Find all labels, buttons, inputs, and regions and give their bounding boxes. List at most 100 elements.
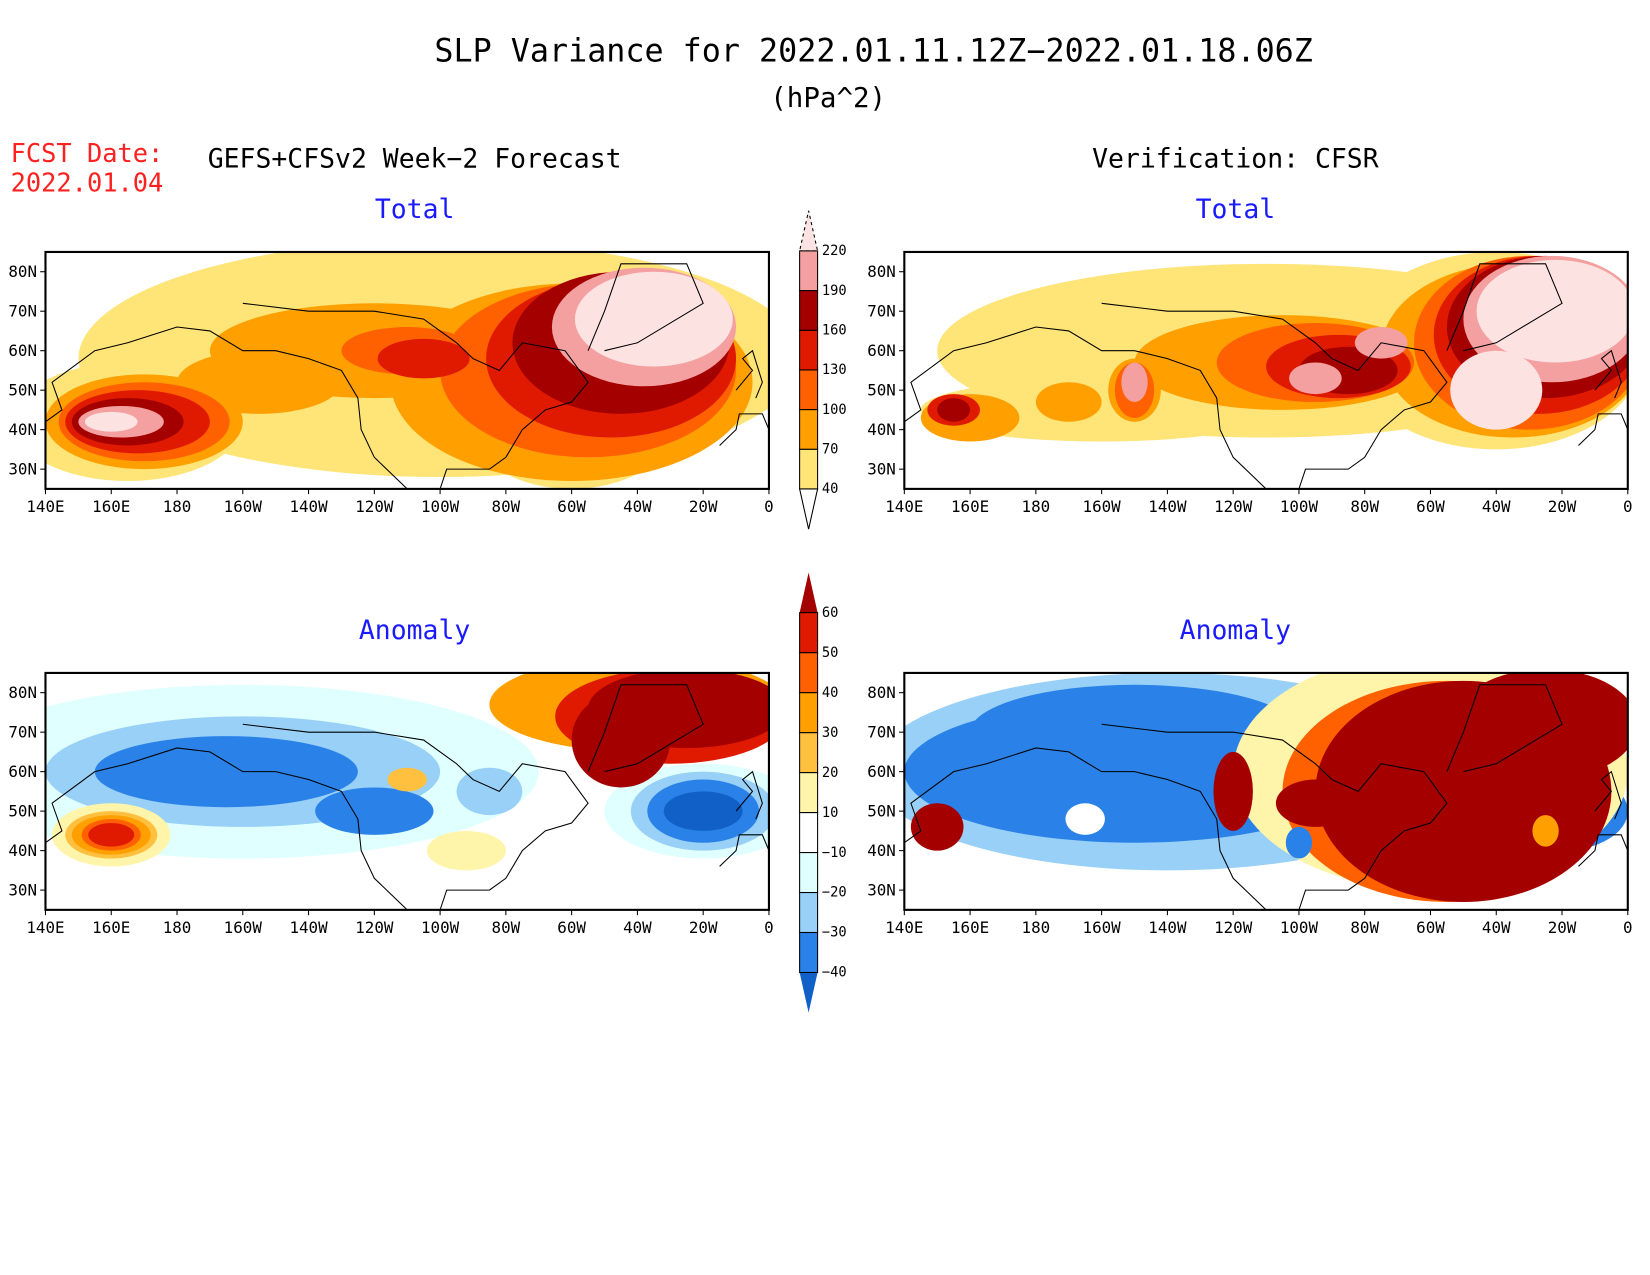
colorbar-label: −40 bbox=[822, 965, 847, 981]
x-tick-label: 0 bbox=[1623, 497, 1633, 516]
contour-region bbox=[1476, 259, 1628, 363]
anomaly-colorbar: −40 −30 −20 −10 10 20 30 40 50 60 bbox=[799, 572, 847, 1013]
colorbar-segment bbox=[799, 732, 819, 774]
x-tick-label: 80W bbox=[492, 497, 521, 516]
x-tick-label: 140W bbox=[289, 497, 328, 516]
y-tick-label: 50N bbox=[8, 801, 37, 820]
contour-region bbox=[426, 830, 506, 871]
x-tick-label: 140W bbox=[1148, 497, 1187, 516]
contour-region bbox=[937, 398, 971, 422]
y-tick-label: 60N bbox=[867, 341, 896, 360]
x-tick-label: 160W bbox=[1083, 918, 1122, 937]
contour-region bbox=[1450, 350, 1543, 430]
x-tick-label: 0 bbox=[764, 918, 774, 937]
colorbar-under-triangle bbox=[798, 488, 819, 530]
x-tick-label: 40W bbox=[623, 918, 652, 937]
x-tick-label: 160W bbox=[224, 497, 263, 516]
colorbar-segment bbox=[799, 448, 819, 490]
colorbar-segment bbox=[799, 891, 819, 934]
colorbar-segment bbox=[799, 409, 819, 450]
x-tick-label: 80W bbox=[1350, 497, 1379, 516]
coastline bbox=[1578, 413, 1628, 446]
y-tick-label: 70N bbox=[8, 722, 37, 741]
x-tick-label: 160E bbox=[92, 497, 130, 516]
x-tick-label: 100W bbox=[1280, 497, 1319, 516]
contour-region bbox=[377, 338, 470, 379]
x-tick-label: 160W bbox=[1083, 497, 1122, 516]
x-tick-label: 0 bbox=[1623, 918, 1633, 937]
colorbar-label: 40 bbox=[822, 685, 839, 701]
colorbar-label: 10 bbox=[822, 805, 839, 821]
x-tick-label: 40W bbox=[1482, 497, 1511, 516]
y-tick-label: 40N bbox=[867, 420, 896, 439]
colorbar-label: −30 bbox=[822, 925, 847, 941]
map-frame bbox=[903, 250, 1629, 490]
y-tick-label: 80N bbox=[867, 262, 896, 281]
colorbar-segment bbox=[799, 692, 819, 734]
coastline bbox=[719, 413, 769, 446]
x-tick-label: 40W bbox=[1482, 918, 1511, 937]
x-tick-label: 40W bbox=[623, 497, 652, 516]
map-panel-forecast-total: 140E 160E 180 160W 140W 120W 100W 80W 60W 40W 20W 0… bbox=[8, 250, 774, 516]
contour-region bbox=[1289, 362, 1342, 395]
x-tick-label: 160W bbox=[224, 918, 263, 937]
colorbar-label: 130 bbox=[822, 362, 847, 378]
contour-region bbox=[970, 684, 1299, 780]
x-tick-label: 20W bbox=[1548, 918, 1577, 937]
colorbar-label: 20 bbox=[822, 765, 839, 781]
colorbar-under-triangle bbox=[799, 972, 818, 1013]
contour-region bbox=[1213, 751, 1253, 831]
x-tick-label: 20W bbox=[1548, 497, 1577, 516]
colorbar-label: 30 bbox=[822, 725, 839, 741]
x-tick-label: 20W bbox=[689, 918, 718, 937]
x-tick-label: 120W bbox=[355, 918, 394, 937]
colorbar-label: 40 bbox=[822, 481, 839, 497]
contour-region bbox=[1532, 815, 1559, 847]
colorbar-over-triangle bbox=[799, 572, 818, 613]
x-tick-label: 120W bbox=[1214, 497, 1253, 516]
coastline bbox=[904, 326, 1267, 489]
units-label: (hPa^2) bbox=[770, 82, 886, 114]
colorbar-label: 50 bbox=[822, 645, 839, 661]
colorbar-label: 100 bbox=[822, 402, 847, 418]
x-tick-label: 80W bbox=[1350, 918, 1379, 937]
coastline bbox=[242, 723, 589, 910]
colorbar-segment bbox=[799, 812, 819, 854]
colorbar-segment bbox=[799, 329, 819, 371]
y-tick-label: 30N bbox=[8, 459, 37, 478]
map-frame bbox=[44, 250, 770, 490]
figure-title: SLP Variance for 2022.01.11.12Z−2022.01.… bbox=[434, 34, 1312, 70]
contour-region bbox=[177, 350, 342, 414]
contour-region bbox=[1065, 803, 1105, 835]
x-tick-label: 180 bbox=[163, 497, 192, 516]
verification-header: Verification: CFSR bbox=[1092, 143, 1379, 174]
coastline bbox=[587, 684, 704, 773]
colorbar-segment bbox=[799, 250, 819, 292]
coastline bbox=[45, 747, 408, 910]
x-tick-label: 160E bbox=[951, 918, 989, 937]
x-tick-label: 0 bbox=[764, 497, 774, 516]
y-tick-label: 50N bbox=[8, 380, 37, 399]
x-tick-label: 140E bbox=[26, 918, 64, 937]
contour-region bbox=[88, 822, 135, 847]
colorbar-segment bbox=[799, 369, 819, 411]
contour-region bbox=[1453, 672, 1628, 780]
colorbar-over-triangle bbox=[798, 210, 819, 252]
verification-anomaly-title: Anomaly bbox=[1180, 615, 1291, 646]
y-tick-label: 30N bbox=[867, 880, 896, 899]
contour-region bbox=[94, 736, 358, 808]
map-frame bbox=[903, 671, 1629, 911]
x-tick-label: 80W bbox=[492, 918, 521, 937]
x-tick-label: 180 bbox=[1022, 497, 1051, 516]
contour-region bbox=[387, 767, 427, 792]
verification-total-title: Total bbox=[1196, 194, 1276, 225]
y-tick-label: 80N bbox=[867, 683, 896, 702]
colorbar-label: 220 bbox=[822, 243, 847, 259]
x-tick-label: 100W bbox=[421, 497, 460, 516]
contour-region bbox=[1275, 779, 1355, 827]
coastline bbox=[242, 302, 589, 489]
coastline bbox=[1594, 349, 1622, 399]
x-tick-label: 60W bbox=[557, 497, 586, 516]
contour-region bbox=[663, 791, 743, 831]
